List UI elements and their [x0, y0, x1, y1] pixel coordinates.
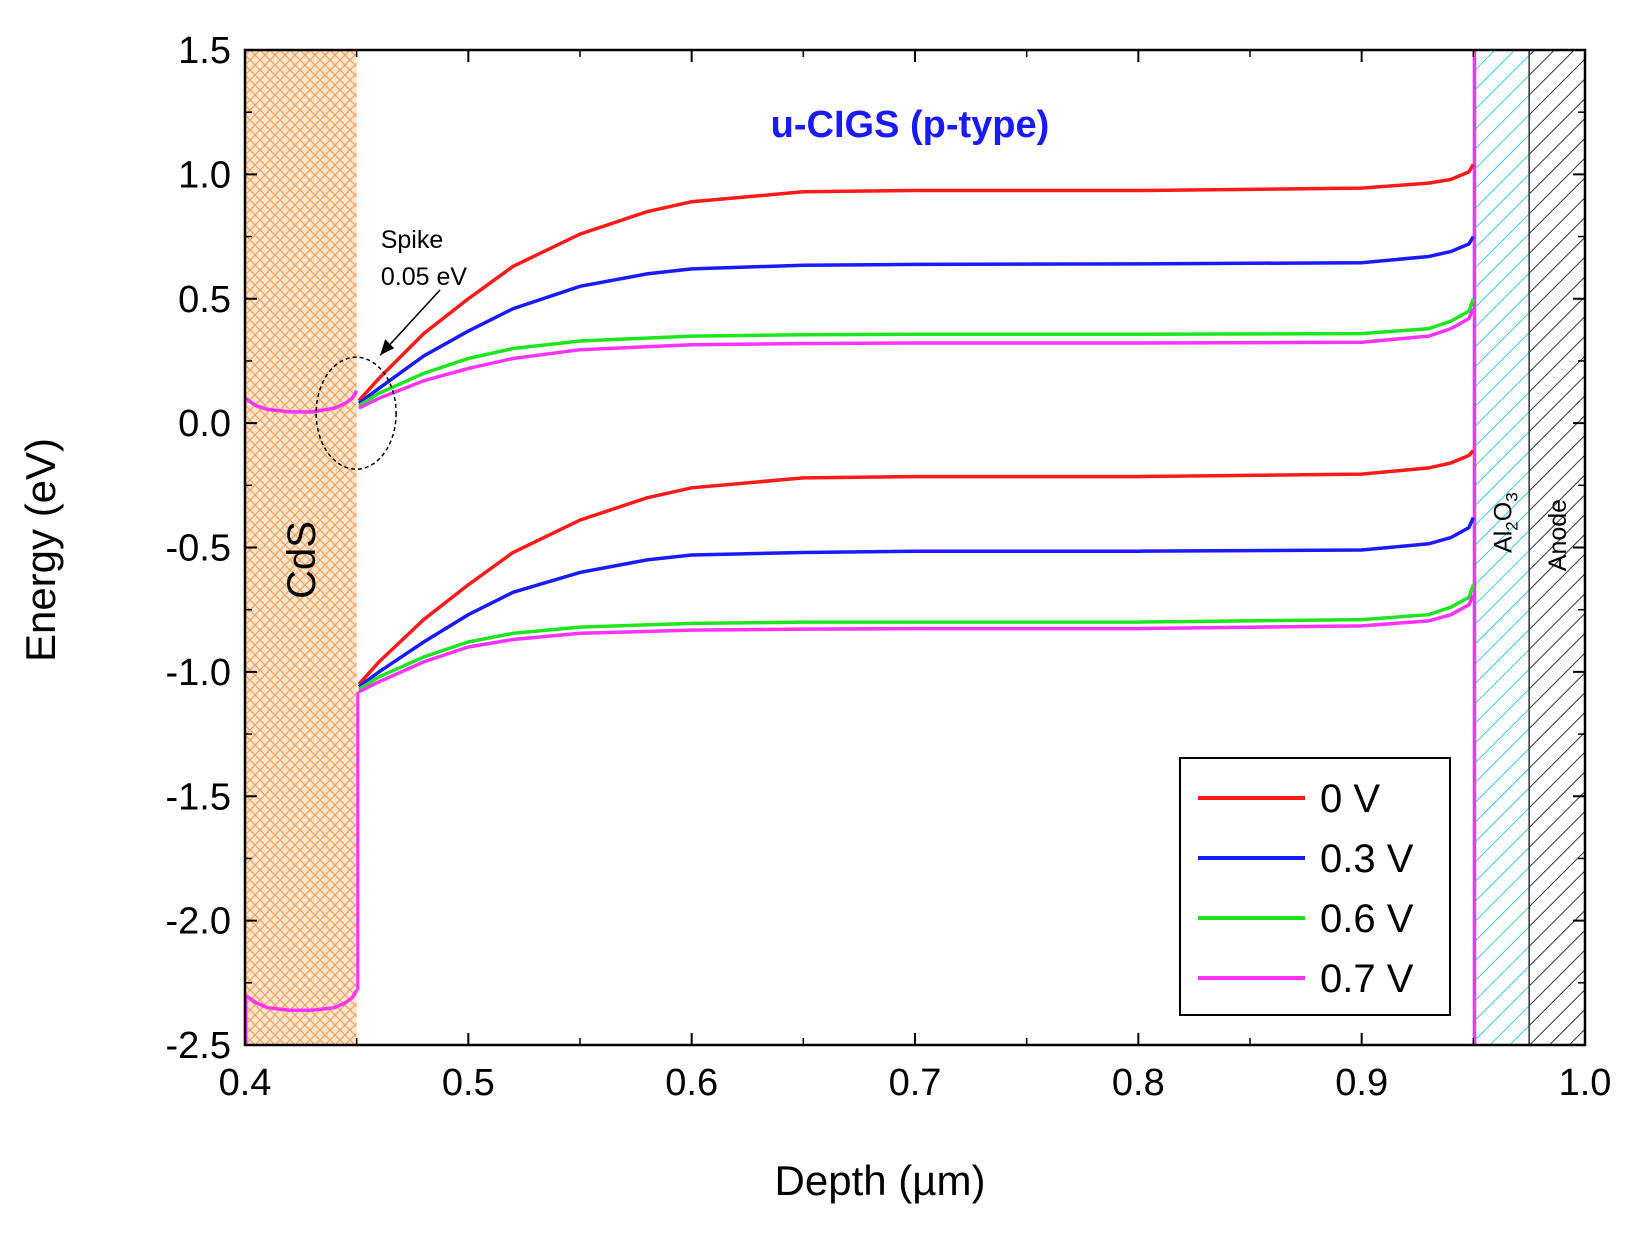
legend-label-0: 0 V — [1320, 777, 1380, 821]
y-tick-label-7: -2.0 — [166, 901, 231, 943]
y-tick-label-4: -0.5 — [166, 528, 231, 570]
spike-ellipse — [315, 356, 397, 470]
region-label-anode: Anode — [1544, 499, 1572, 571]
al2o3-part-o: O — [1489, 502, 1517, 521]
valence-band-series-0 — [357, 449, 1475, 686]
region-1 — [1474, 49, 1530, 1046]
regions-layer: CdS Al2O3 Anode — [245, 49, 1586, 1046]
legend-box — [1179, 757, 1451, 1016]
spike-annotation: Spike 0.05 eV — [315, 226, 468, 470]
y-tick-label-0: 1.5 — [178, 30, 231, 72]
al2o3-sub-2: 2 — [1502, 521, 1521, 530]
y-tick-label-2: 0.5 — [178, 279, 231, 321]
x-tick-label-2: 0.6 — [665, 1062, 718, 1104]
frame-layer: 0.4 0.5 0.6 0.7 0.8 0.9 1.0 1.5 1.0 0.5 0.0 -0.5 -1.… — [166, 30, 1612, 1104]
y-tick-label-3: 0.0 — [178, 403, 231, 445]
region-label-al2o3: Al2O3 — [1489, 492, 1521, 553]
al2o3-sub-3: 3 — [1502, 492, 1521, 501]
spike-label-line1: Spike — [381, 226, 444, 254]
y-tick-label-8: -2.5 — [166, 1025, 231, 1067]
spike-label-line2: 0.05 eV — [381, 263, 468, 291]
region-0 — [245, 50, 357, 1045]
x-tick-label-4: 0.8 — [1112, 1062, 1165, 1104]
chart-title: u-CIGS (p-type) — [771, 104, 1050, 146]
legend: 0 V 0.3 V 0.6 V 0.7 V — [1179, 757, 1451, 1016]
region-label-cds: CdS — [280, 521, 324, 599]
x-tick-label-3: 0.7 — [889, 1062, 942, 1104]
valence-band-series-1 — [357, 516, 1475, 689]
y-tick-label-5: -1.0 — [166, 652, 231, 694]
legend-label-1: 0.3 V — [1320, 837, 1414, 881]
al2o3-part-al: Al — [1489, 531, 1517, 553]
y-tick-label-1: 1.0 — [178, 154, 231, 196]
spike-arrow-head — [380, 339, 395, 356]
conduction-band-series-1 — [357, 235, 1475, 405]
y-axis-title: Energy (eV) — [17, 438, 64, 662]
conduction-band-series-3 — [358, 307, 1475, 410]
conduction-band-series-0 — [357, 163, 1475, 402]
valence-band-series-3 — [358, 594, 1475, 694]
x-axis-title: Depth (µm) — [775, 1157, 986, 1204]
x-tick-label-6: 1.0 — [1559, 1062, 1612, 1104]
legend-label-2: 0.6 V — [1320, 897, 1414, 941]
legend-label-3: 0.7 V — [1320, 957, 1414, 1001]
x-tick-label-1: 0.5 — [442, 1062, 495, 1104]
valence-band-series-2 — [357, 584, 1475, 691]
bands-layer — [244, 50, 1477, 1045]
cds-conduction-band — [244, 389, 359, 414]
conduction-band-series-2 — [357, 298, 1475, 408]
cds-valence-band — [244, 989, 359, 1012]
x-tick-label-0: 0.4 — [219, 1062, 272, 1104]
y-tick-label-6: -1.5 — [166, 776, 231, 818]
x-tick-label-5: 0.9 — [1335, 1062, 1388, 1104]
